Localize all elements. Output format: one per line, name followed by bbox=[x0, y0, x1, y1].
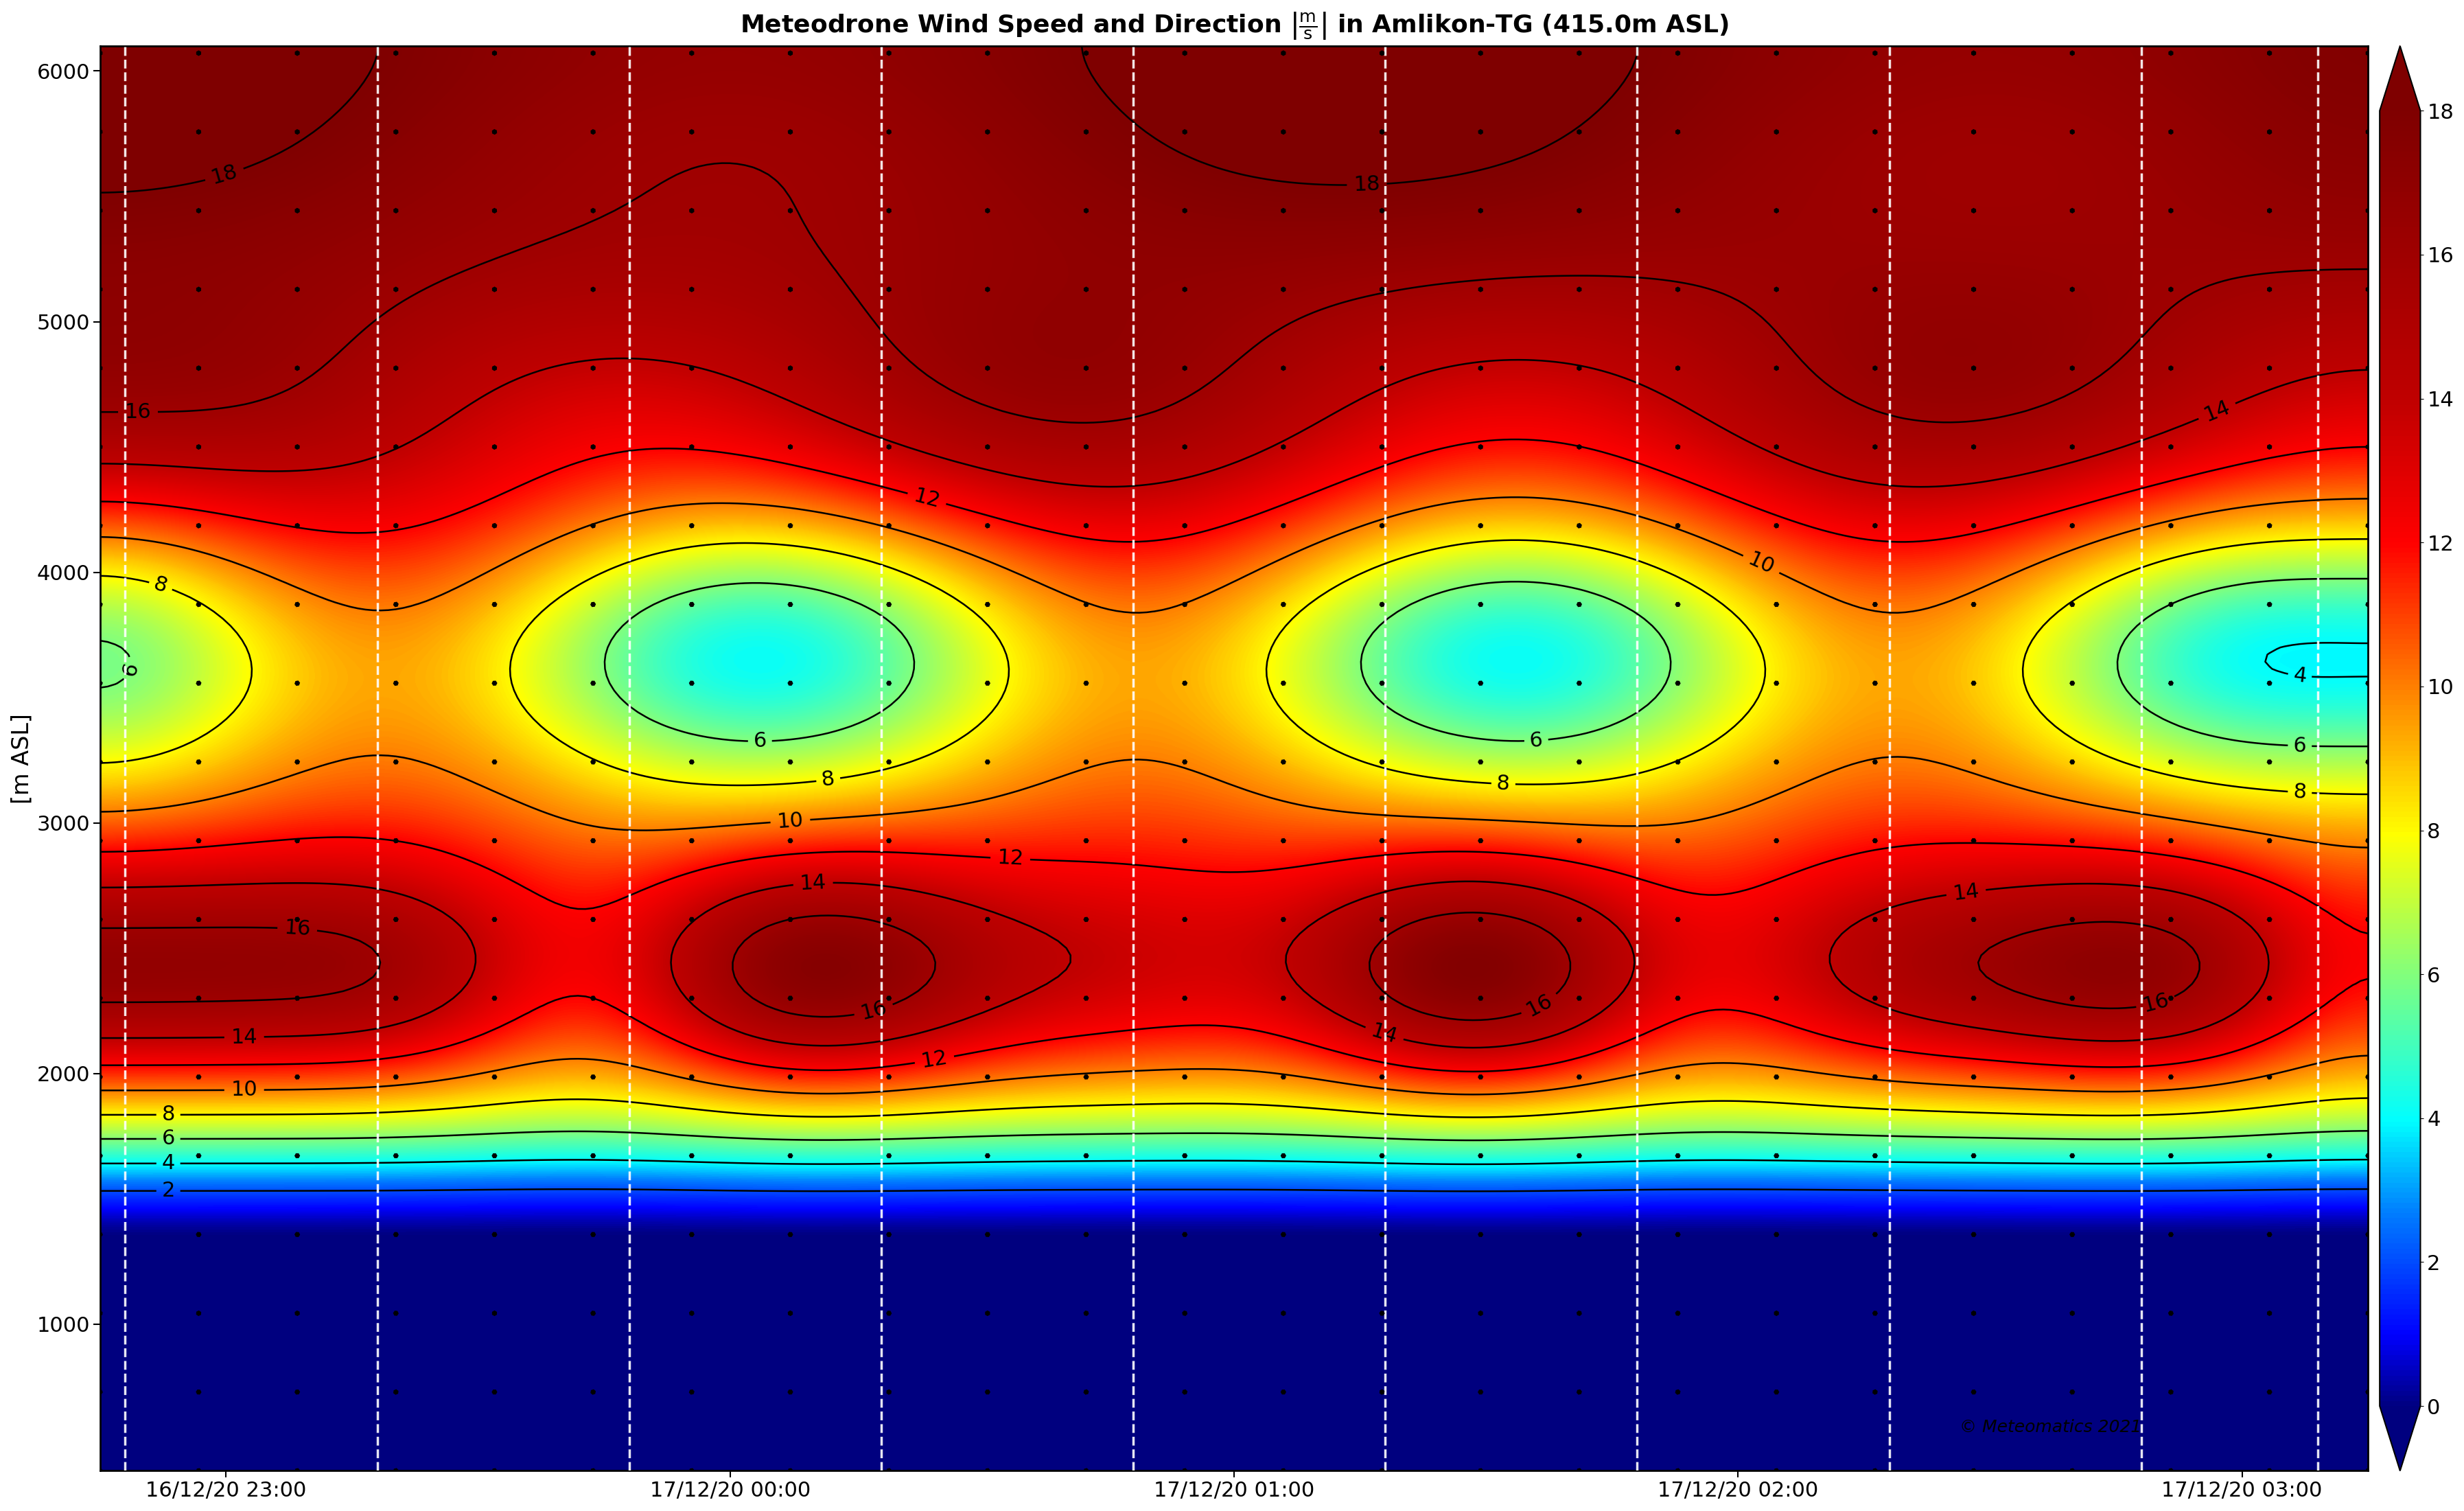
Text: 12: 12 bbox=[995, 848, 1025, 869]
Text: 10: 10 bbox=[1745, 550, 1777, 579]
Text: 6: 6 bbox=[118, 660, 143, 678]
Text: 14: 14 bbox=[2200, 397, 2232, 426]
Text: 4: 4 bbox=[2292, 665, 2306, 686]
Text: 10: 10 bbox=[776, 810, 803, 833]
Title: Meteodrone Wind Speed and Direction $\left|\frac{\mathrm{m}}{\mathrm{s}}\right|$: Meteodrone Wind Speed and Direction $\le… bbox=[739, 11, 1730, 41]
Text: 2: 2 bbox=[163, 1182, 175, 1201]
Text: 16: 16 bbox=[126, 402, 150, 422]
Text: 8: 8 bbox=[2292, 783, 2306, 802]
Text: 18: 18 bbox=[209, 162, 239, 189]
PathPatch shape bbox=[2380, 1407, 2420, 1470]
Text: 6: 6 bbox=[163, 1129, 175, 1148]
Text: 8: 8 bbox=[1496, 774, 1510, 795]
Text: © Meteomatics 2021: © Meteomatics 2021 bbox=[1959, 1419, 2141, 1435]
Text: 16: 16 bbox=[1523, 990, 1557, 1020]
Text: 8: 8 bbox=[150, 574, 170, 597]
Text: 12: 12 bbox=[919, 1047, 949, 1071]
Text: 8: 8 bbox=[163, 1105, 175, 1124]
Text: 6: 6 bbox=[2294, 736, 2306, 756]
Text: 16: 16 bbox=[857, 997, 890, 1023]
PathPatch shape bbox=[2380, 45, 2420, 110]
Text: 14: 14 bbox=[1951, 881, 1981, 904]
Text: 6: 6 bbox=[1530, 730, 1542, 751]
Text: 14: 14 bbox=[798, 873, 828, 895]
Text: 4: 4 bbox=[163, 1153, 175, 1174]
Text: 14: 14 bbox=[1368, 1020, 1400, 1047]
Text: 12: 12 bbox=[912, 485, 941, 512]
Text: 16: 16 bbox=[283, 919, 310, 940]
Y-axis label: [m ASL]: [m ASL] bbox=[10, 713, 32, 804]
Text: 16: 16 bbox=[2141, 990, 2171, 1017]
Text: 6: 6 bbox=[754, 731, 766, 751]
Text: 18: 18 bbox=[1353, 174, 1380, 195]
Text: 14: 14 bbox=[232, 1027, 259, 1047]
Text: 10: 10 bbox=[232, 1080, 259, 1100]
Text: 8: 8 bbox=[821, 769, 835, 790]
